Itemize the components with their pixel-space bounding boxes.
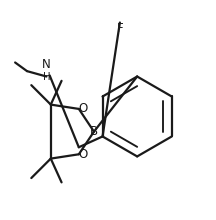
Text: H: H [43,72,50,82]
Text: B: B [90,125,98,138]
Text: O: O [78,148,87,161]
Text: F: F [117,22,123,35]
Text: O: O [78,103,87,116]
Text: N: N [42,58,51,71]
